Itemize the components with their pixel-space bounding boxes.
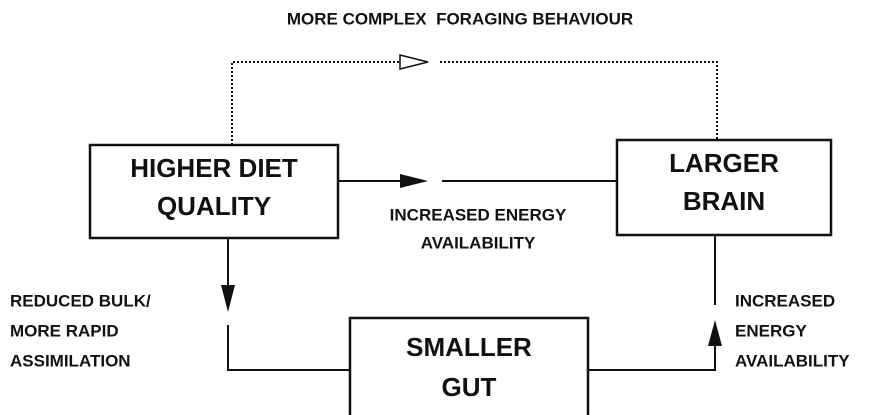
node-label: SMALLER: [406, 332, 532, 362]
edge-label: REDUCED BULK/: [10, 291, 151, 310]
arrow-head: [399, 54, 429, 70]
box: [615, 138, 833, 237]
dotted-line: [231, 61, 400, 145]
edge-label: INCREASED ENERGY: [390, 205, 567, 224]
arrow-head: [400, 174, 428, 188]
edge-label: ENERGY: [735, 321, 807, 340]
edge-label: MORE RAPID: [10, 321, 119, 340]
arrow-head: [221, 285, 235, 312]
edge-label: INCREASED: [735, 291, 835, 310]
edge-label: AVAILABILITY: [735, 351, 850, 370]
edge-label: ASSIMILATION: [10, 351, 131, 370]
box: [348, 316, 590, 415]
line: [588, 345, 716, 371]
node-label: LARGER: [669, 148, 779, 178]
title: MORE COMPLEX FORAGING BEHAVIOUR: [287, 9, 633, 28]
node-label: GUT: [442, 372, 497, 402]
arrow-head: [708, 320, 722, 346]
node-label: BRAIN: [683, 186, 765, 216]
dotted-line: [440, 61, 718, 140]
edge-label: AVAILABILITY: [421, 233, 536, 252]
line: [227, 325, 350, 371]
node-label: HIGHER DIET: [130, 153, 298, 183]
box: [88, 143, 340, 240]
node-label: QUALITY: [157, 191, 271, 221]
